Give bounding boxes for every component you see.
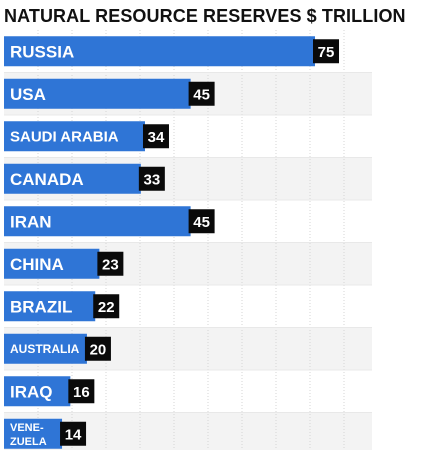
data-label: 20: [90, 341, 107, 358]
data-label: 75: [318, 44, 335, 61]
bar: [4, 291, 96, 322]
bar: [4, 163, 141, 194]
bar: [4, 376, 71, 407]
data-label: 45: [193, 214, 210, 231]
value-box: [188, 209, 215, 234]
category-label: RUSSIA: [10, 42, 74, 61]
category-label: IRAN: [10, 212, 52, 231]
data-label: 23: [102, 256, 119, 273]
value-box: [97, 251, 124, 276]
bar: [4, 121, 145, 152]
value-box: [138, 166, 165, 191]
bar: [4, 36, 316, 67]
bar: [4, 248, 100, 279]
category-label: CANADA: [10, 170, 84, 189]
data-label: 33: [143, 171, 160, 188]
value-box: [188, 81, 215, 106]
data-label: 14: [65, 426, 82, 443]
bar: [4, 418, 63, 449]
data-label: 16: [73, 384, 90, 401]
category-label: CHINA: [10, 255, 64, 274]
data-label: 45: [193, 86, 210, 103]
category-label: IRAQ: [10, 382, 53, 401]
bar: [4, 333, 87, 364]
value-box: [313, 39, 340, 64]
value-box: [93, 294, 120, 319]
data-label: 34: [148, 129, 165, 146]
category-label: USA: [10, 85, 46, 104]
data-label: 22: [98, 299, 115, 316]
category-label: VENE-: [10, 422, 44, 434]
bar: [4, 78, 191, 109]
value-box: [84, 336, 111, 361]
category-label: AUSTRALIA: [10, 342, 80, 356]
value-box: [60, 421, 87, 446]
category-label: BRAZIL: [10, 297, 72, 316]
category-label: ZUELA: [10, 436, 47, 448]
value-box: [142, 124, 169, 149]
bar: [4, 206, 191, 237]
chart-title: NATURAL RESOURCE RESERVES $ TRILLION: [4, 6, 406, 26]
category-label: SAUDI ARABIA: [10, 129, 119, 146]
value-box: [68, 379, 95, 404]
